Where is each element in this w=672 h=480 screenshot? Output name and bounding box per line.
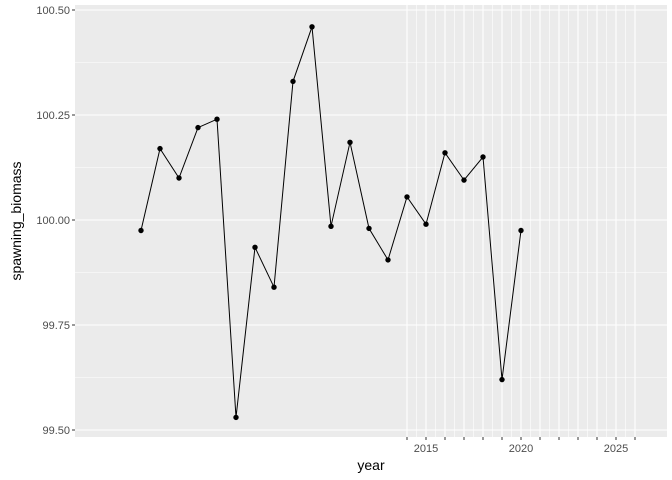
data-point [366, 225, 372, 232]
data-point [385, 257, 391, 263]
y-tick-label: 100.00 [36, 215, 70, 227]
y-tick-label: 100.25 [36, 110, 70, 122]
data-point [347, 139, 353, 145]
data-point [271, 284, 277, 290]
x-tick-label: 2025 [604, 443, 628, 455]
data-point [309, 24, 315, 30]
data-point [518, 227, 524, 234]
data-point [195, 124, 201, 131]
data-point [404, 194, 410, 200]
x-axis-title: year [357, 457, 385, 473]
data-points [138, 24, 524, 421]
data-point [328, 223, 334, 229]
y-tick-label: 99.75 [42, 320, 70, 332]
data-point [480, 154, 486, 160]
data-point [233, 414, 239, 421]
y-axis: 99.50 99.75 100.00 100.25 100.50 [36, 5, 75, 437]
data-point [461, 177, 467, 183]
data-point [442, 150, 448, 156]
x-tick-label: 2020 [509, 443, 533, 455]
data-point [214, 116, 220, 122]
y-tick-label: 100.50 [36, 5, 70, 17]
data-point [423, 221, 429, 227]
minor-gridlines [75, 5, 667, 437]
data-point [290, 78, 296, 85]
data-point [138, 227, 144, 234]
y-tick-label: 99.50 [42, 425, 70, 437]
major-gridlines [75, 5, 667, 437]
data-point [157, 145, 163, 152]
y-axis-title: spawning_biomass [8, 161, 24, 280]
data-point [252, 244, 258, 250]
data-point [499, 376, 505, 383]
x-tick-label: 2015 [414, 443, 438, 455]
data-point [176, 175, 182, 181]
x-axis: 2015 2020 2025 [406, 437, 636, 455]
